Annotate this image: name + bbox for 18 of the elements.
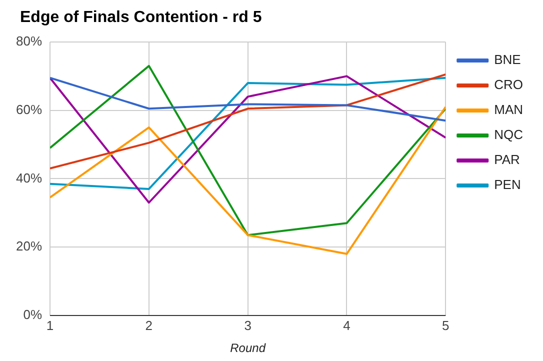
y-tick-label: 60% [16,102,42,117]
legend-label: PAR [494,152,520,168]
x-tick-label: 4 [343,318,350,333]
chart-title: Edge of Finals Contention - rd 5 [20,9,262,26]
x-tick-label: 1 [46,318,54,333]
legend-label: PEN [494,177,521,192]
legend-label: MAN [494,102,523,118]
x-axis-title: Round [230,341,266,355]
legend-label: CRO [494,77,523,92]
legend-label: BNE [494,52,522,68]
legend-label: NQC [494,127,523,142]
x-tick-label: 2 [145,318,153,333]
y-tick-label: 80% [16,34,42,49]
y-tick-label: 20% [16,238,42,254]
y-tick-label: 40% [16,170,42,186]
y-tick-label: 0% [23,306,42,322]
x-tick-label: 5 [442,318,450,333]
x-tick-label: 3 [244,318,252,333]
